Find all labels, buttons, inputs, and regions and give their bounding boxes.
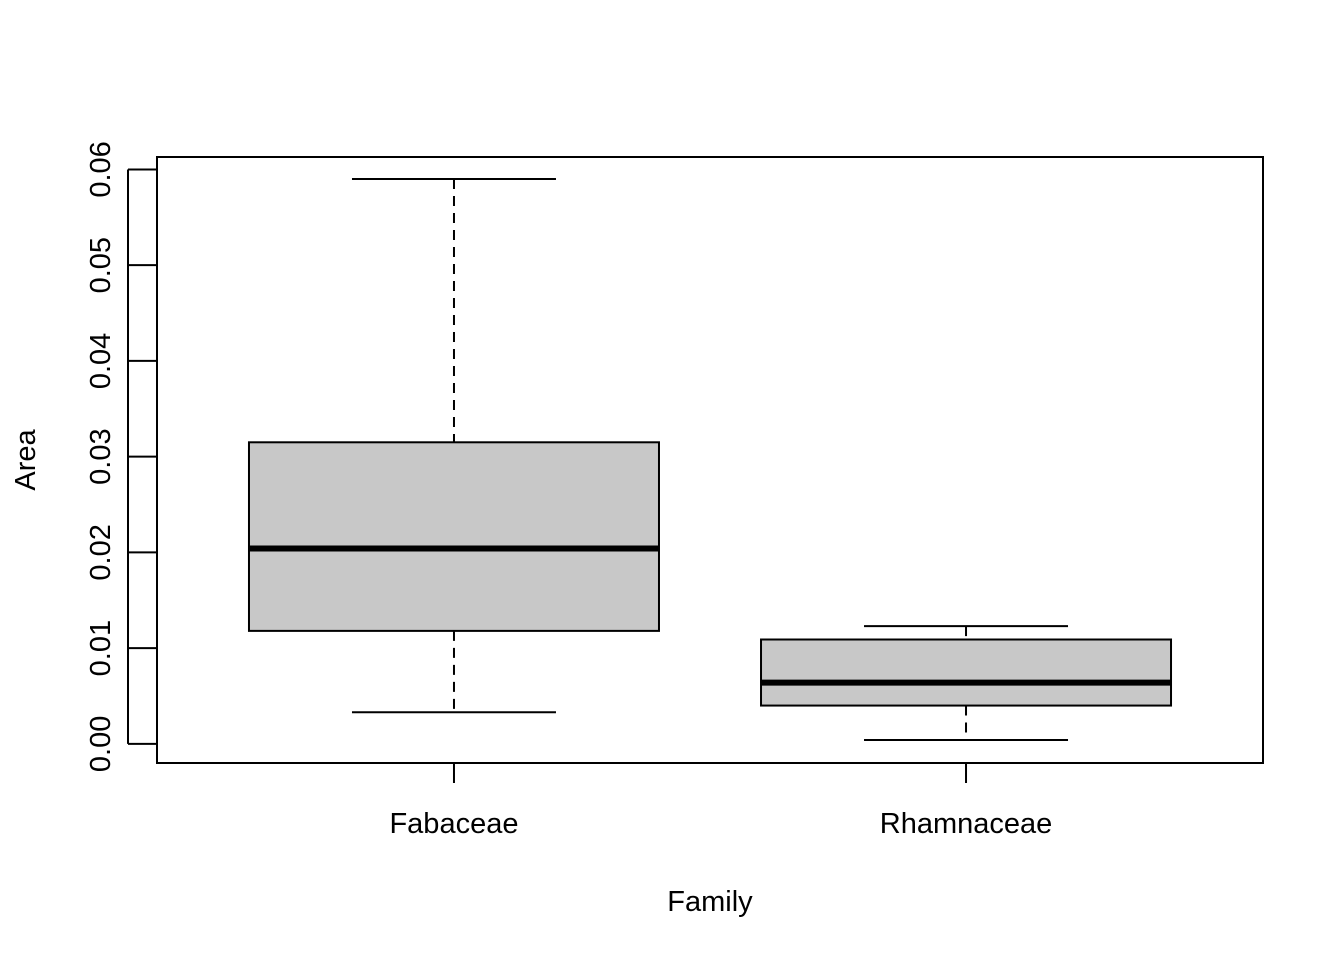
y-tick-label-5: 0.05 [85,237,117,293]
y-axis-title: Area [10,429,42,491]
y-tick-label-2: 0.02 [85,524,117,580]
iqr-box [247,441,660,632]
box-rhamnaceae [760,625,1173,742]
y-tick-label-6: 0.06 [85,141,117,197]
boxes [247,178,1173,742]
x-axis: Fabaceae Rhamnaceae [389,762,1053,840]
x-axis-title: Family [667,886,753,918]
iqr-box [760,638,1173,707]
x-tick-label-rhamnaceae: Rhamnaceae [880,808,1053,840]
y-tick-label-1: 0.01 [85,620,117,676]
y-axis: 0.00 0.01 0.02 0.03 0.04 0.05 0.06 [85,141,157,772]
x-tick-label-fabaceae: Fabaceae [389,808,518,840]
y-tick-label-3: 0.03 [85,428,117,484]
y-tick-label-0: 0.00 [85,716,117,772]
box-fabaceae [247,178,660,714]
y-tick-label-4: 0.04 [85,333,117,389]
